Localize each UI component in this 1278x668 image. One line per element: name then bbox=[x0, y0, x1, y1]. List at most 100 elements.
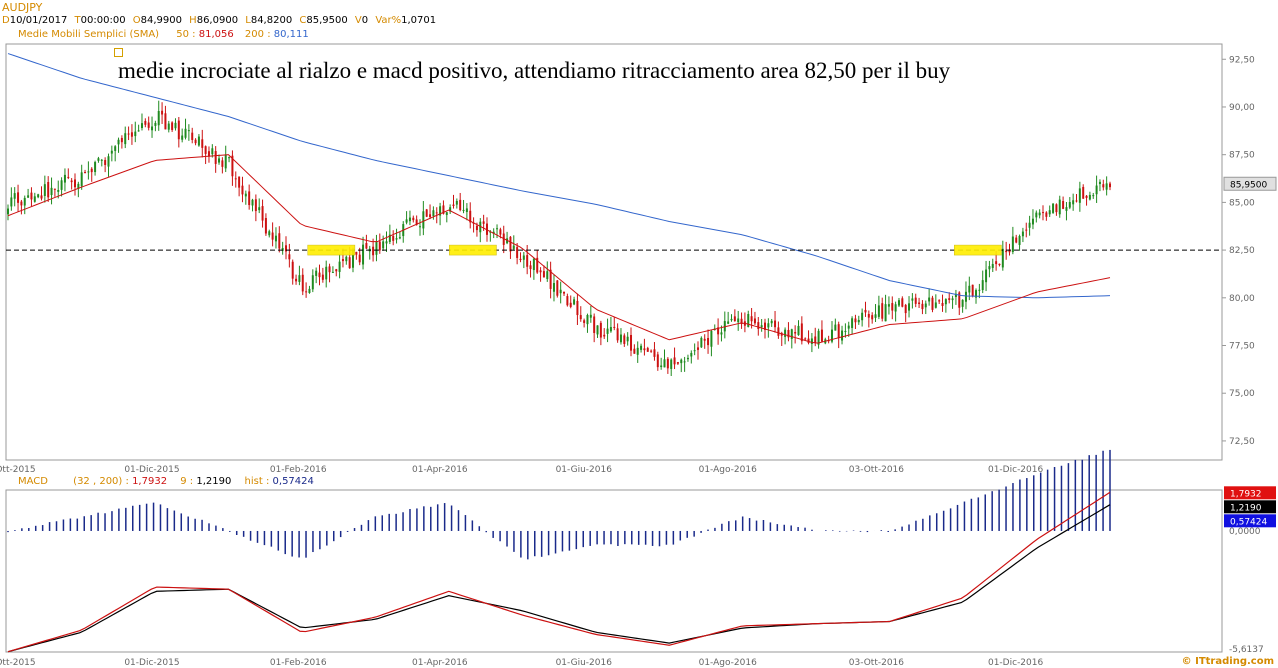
candle-body bbox=[589, 314, 592, 318]
candle-body bbox=[73, 179, 76, 188]
sma50-value: 81,056 bbox=[198, 29, 234, 40]
candle-body bbox=[522, 255, 525, 260]
candle-body bbox=[244, 193, 247, 197]
date-tick-label-bottom: 01-Apr-2016 bbox=[412, 658, 468, 668]
signal-badge-label: 1,2190 bbox=[1230, 503, 1262, 513]
candle-body bbox=[519, 258, 522, 261]
candle-body bbox=[405, 219, 408, 223]
candle-body bbox=[871, 315, 874, 320]
candle-body bbox=[117, 139, 120, 145]
candle-body bbox=[901, 298, 904, 307]
candle-body bbox=[814, 336, 817, 343]
candle-body bbox=[720, 332, 723, 335]
candle-body bbox=[435, 212, 438, 214]
open-value: 84,9900 bbox=[140, 15, 182, 26]
annotation-text[interactable]: medie incrociate al rialzo e macd positi… bbox=[118, 58, 951, 83]
candle-body bbox=[412, 217, 415, 221]
candle-body bbox=[603, 334, 606, 337]
candle-body bbox=[398, 237, 401, 239]
macd-panel-frame bbox=[5, 489, 1223, 653]
price-tick-label: 77,50 bbox=[1229, 342, 1255, 352]
d-label: D bbox=[2, 15, 10, 26]
candle-body bbox=[274, 235, 277, 242]
candle-body bbox=[258, 207, 261, 211]
candle-body bbox=[864, 309, 867, 313]
macd-badge bbox=[1224, 486, 1276, 500]
sma200-value: 80,111 bbox=[273, 29, 309, 40]
candle-body bbox=[1092, 195, 1095, 197]
candle-body bbox=[328, 266, 331, 273]
candle-body bbox=[784, 329, 787, 337]
high-value: 86,0900 bbox=[196, 15, 239, 26]
candle-body bbox=[177, 120, 180, 140]
candle-body bbox=[817, 330, 820, 345]
price-tick-label: 72,50 bbox=[1229, 437, 1255, 447]
candle-body bbox=[33, 196, 36, 202]
candle-body bbox=[797, 325, 800, 336]
candle-body bbox=[884, 304, 887, 322]
candle-body bbox=[157, 111, 160, 126]
date-tick-label: 03-Ott-2016 bbox=[849, 465, 905, 475]
low-value: 84,8200 bbox=[250, 15, 293, 26]
candle-body bbox=[847, 325, 850, 329]
candle-body bbox=[291, 261, 294, 279]
t-label: T bbox=[74, 15, 81, 26]
candle-body bbox=[941, 302, 944, 306]
candle-body bbox=[27, 195, 30, 198]
credit-logo[interactable]: © ITtrading.com bbox=[1181, 656, 1274, 667]
annotation-marker[interactable] bbox=[114, 48, 123, 57]
candle-body bbox=[90, 168, 93, 173]
candle-body bbox=[1052, 203, 1055, 213]
candle-body bbox=[951, 298, 954, 301]
candle-body bbox=[593, 316, 596, 333]
date-tick-label-bottom: 01-Giu-2016 bbox=[556, 658, 613, 668]
signal-badge bbox=[1224, 500, 1276, 514]
candle-body bbox=[348, 257, 351, 269]
price-tick-label: 80,00 bbox=[1229, 294, 1255, 304]
candle-body bbox=[526, 255, 529, 267]
candle-body bbox=[1075, 200, 1078, 202]
candle-body bbox=[127, 133, 130, 135]
date-tick-label-bottom: 01-Ago-2016 bbox=[699, 658, 757, 668]
candle-body bbox=[1109, 183, 1111, 188]
candle-body bbox=[43, 184, 46, 197]
candle-body bbox=[757, 322, 760, 329]
candle-body bbox=[218, 158, 221, 163]
candle-body bbox=[251, 199, 254, 206]
candle-body bbox=[341, 259, 344, 262]
candle-body bbox=[204, 146, 207, 154]
candle-body bbox=[700, 337, 703, 348]
candle-body bbox=[1048, 210, 1051, 215]
date-tick-label: 01-Ott-2015 bbox=[0, 465, 36, 475]
candle-body bbox=[20, 201, 23, 206]
hist-label: hist : bbox=[244, 476, 270, 487]
candle-body bbox=[794, 332, 797, 334]
candle-body bbox=[703, 338, 706, 341]
candle-body bbox=[646, 348, 649, 352]
candle-body bbox=[546, 271, 549, 280]
signal-line bbox=[7, 504, 1111, 653]
candle-body bbox=[613, 326, 616, 328]
candle-body bbox=[573, 299, 576, 305]
candle-body bbox=[985, 269, 988, 283]
hist-badge-label: 0,57424 bbox=[1230, 517, 1267, 527]
candle-body bbox=[767, 323, 770, 328]
candle-body bbox=[268, 231, 271, 236]
candle-body bbox=[181, 135, 184, 140]
candle-body bbox=[124, 133, 127, 145]
candle-body bbox=[144, 120, 147, 125]
candle-body bbox=[660, 365, 663, 368]
candle-body bbox=[804, 338, 807, 340]
candle-body bbox=[221, 160, 224, 167]
candle-body bbox=[1015, 237, 1018, 243]
candle-body bbox=[459, 199, 462, 211]
hist-badge bbox=[1224, 514, 1276, 528]
candle-body bbox=[248, 191, 251, 206]
candle-body bbox=[94, 162, 97, 173]
candle-body bbox=[261, 206, 264, 221]
candle-body bbox=[151, 126, 154, 131]
candle-body bbox=[978, 289, 981, 291]
candle-body bbox=[760, 325, 763, 328]
